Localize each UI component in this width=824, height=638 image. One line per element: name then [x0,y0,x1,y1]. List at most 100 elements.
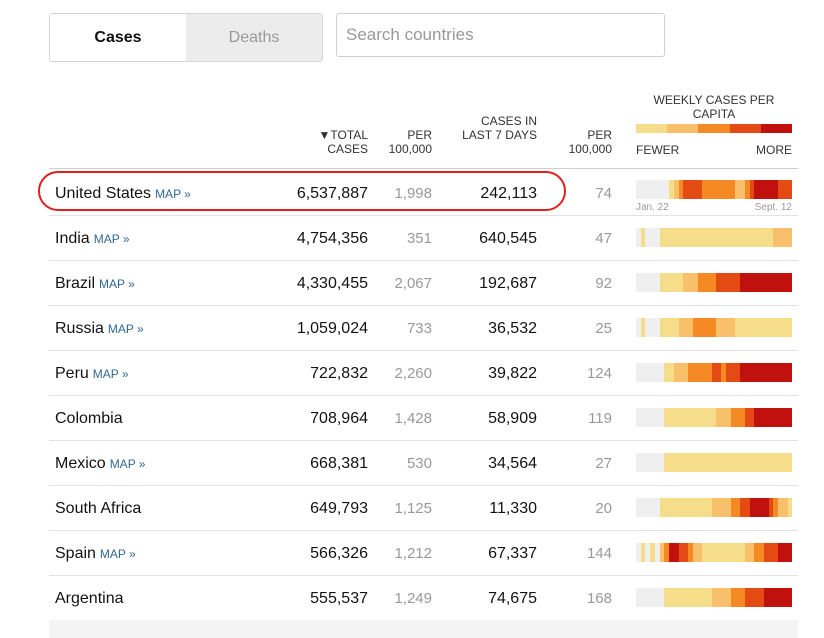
sparkline-week-cell [716,180,722,199]
sparkline-week-cell [749,273,755,292]
table-row[interactable]: Mexico MAP » 668,381 530 34,564 27 [49,441,798,486]
sparkline-week-cell [673,588,679,607]
country-label: South Africa [55,500,142,517]
sparkline-week-cell [725,408,731,427]
map-link[interactable]: MAP » [109,457,146,471]
sparkline-week-cell [735,543,741,562]
sparkline-week-cell [645,180,651,199]
sparkline-week-cell [636,453,641,472]
cases-last-7-value: 67,337 [488,545,537,562]
sparkline-week-cell [725,228,731,247]
sparkline-week-cell [725,498,731,517]
table-row[interactable]: India MAP » 4,754,356 351 640,545 47 [49,216,798,261]
table-row[interactable]: United States MAP » 6,537,887 1,998 242,1… [49,171,798,216]
total-cases-value: 708,964 [310,410,368,427]
per-100k-value: 530 [406,455,432,472]
sparkline-week-cell [678,318,684,337]
sparkline-week-cell [768,318,774,337]
sparkline-week-cell [721,408,726,427]
sparkline-week-cell [669,363,674,382]
map-link[interactable]: MAP » [93,232,130,246]
country-name: Colombia [55,396,123,441]
per-100k-value: 1,212 [394,545,432,562]
country-name: Brazil MAP » [55,261,135,306]
cases-last-7-value: 74,675 [488,590,537,607]
sparkline-week-cell [688,180,693,199]
sparkline-week-cell [716,228,722,247]
sparkline-week-cell [654,408,660,427]
sparkline-week-cell [688,588,693,607]
sparkline-week-cell [707,498,712,517]
sparkline-week-cell [730,180,736,199]
sparkline-week-cell [683,588,689,607]
header-cases-last-7-days[interactable]: CASES IN LAST 7 DAYS [462,114,537,142]
sparkline-week-cell [688,453,693,472]
sparkline-week-cell [773,498,779,517]
header-per-100k-last-7[interactable]: PER 100,000 [568,128,612,156]
map-link[interactable]: MAP » [99,277,135,291]
sparkline-week-cell [778,408,783,427]
table-row[interactable]: South Africa 649,793 1,125 11,330 20 [49,486,798,531]
weekly-cases-sparkline [636,498,793,517]
table-row[interactable]: Russia MAP » 1,059,024 733 36,532 25 [49,306,798,351]
map-link[interactable]: MAP » [155,187,191,201]
sparkline-week-cell [683,453,689,472]
sparkline-week-cell [707,228,712,247]
sparkline-week-cell [683,273,689,292]
sparkline-week-cell [730,498,736,517]
sparkline-week-cell [664,228,670,247]
per-100k-value: 733 [406,320,432,337]
table-row[interactable]: Spain MAP » 566,326 1,212 67,337 144 [49,531,798,576]
map-link[interactable]: MAP » [107,322,144,336]
sparkline-week-cell [763,180,769,199]
sparkline-week-cell [735,408,741,427]
sparkline-week-cell [669,408,674,427]
sparkline-week-cell [721,543,726,562]
sparkline-week-cell [763,588,769,607]
sparkline-week-cell [702,180,708,199]
sparkline-week-cell [645,453,651,472]
sparkline-week-cell [716,318,722,337]
sparkline-week-cell [782,180,788,199]
last-7-per-100k-value: 168 [586,590,612,607]
sparkline-week-cell [654,363,660,382]
sparkline-week-cell [673,543,679,562]
table-row[interactable]: Argentina 555,537 1,249 74,675 168 [49,576,798,621]
sparkline-week-cell [749,363,755,382]
sparkline-week-cell [650,273,655,292]
sparkline-week-cell [740,273,745,292]
sparkline-week-cell [749,318,755,337]
sparkline-week-cell [725,543,731,562]
sparkline-week-cell [773,273,779,292]
sparkline-week-cell [692,273,698,292]
map-link[interactable]: MAP » [92,367,129,381]
sparkline-week-cell [778,363,783,382]
table-row[interactable]: Peru MAP » 722,832 2,260 39,822 124 [49,351,798,396]
sparkline-week-cell [759,318,764,337]
search-countries-input[interactable] [336,13,665,57]
sparkline-week-cell [640,363,646,382]
table-row[interactable]: Colombia 708,964 1,428 58,909 119 [49,396,798,441]
sparkline-week-cell [730,363,736,382]
sparkline-week-cell [759,408,764,427]
sparkline-week-cell [782,363,788,382]
sparkline-week-cell [640,453,646,472]
header-per-100k-total[interactable]: PER 100,000 [388,128,432,156]
total-cases-value: 555,537 [310,590,368,607]
sparkline-week-cell [645,228,651,247]
sparkline-week-cell [692,543,698,562]
map-link[interactable]: MAP » [99,547,136,561]
total-cases-value: 722,832 [310,365,368,382]
table-row[interactable]: Brazil MAP » 4,330,455 2,067 192,687 92 [49,261,798,306]
sparkline-week-cell [697,180,703,199]
header-total-cases[interactable]: ▼TOTAL CASES [318,128,368,156]
total-cases-value: 668,381 [310,455,368,472]
sparkline-week-cell [725,273,731,292]
sparkline-week-cell [749,543,755,562]
tab-cases[interactable]: Cases [50,14,186,61]
country-label: Colombia [55,410,123,427]
sparkline-week-cell [669,180,674,199]
sparkline-week-cell [692,588,698,607]
tab-deaths[interactable]: Deaths [186,14,322,61]
country-name: Mexico MAP » [55,441,145,486]
